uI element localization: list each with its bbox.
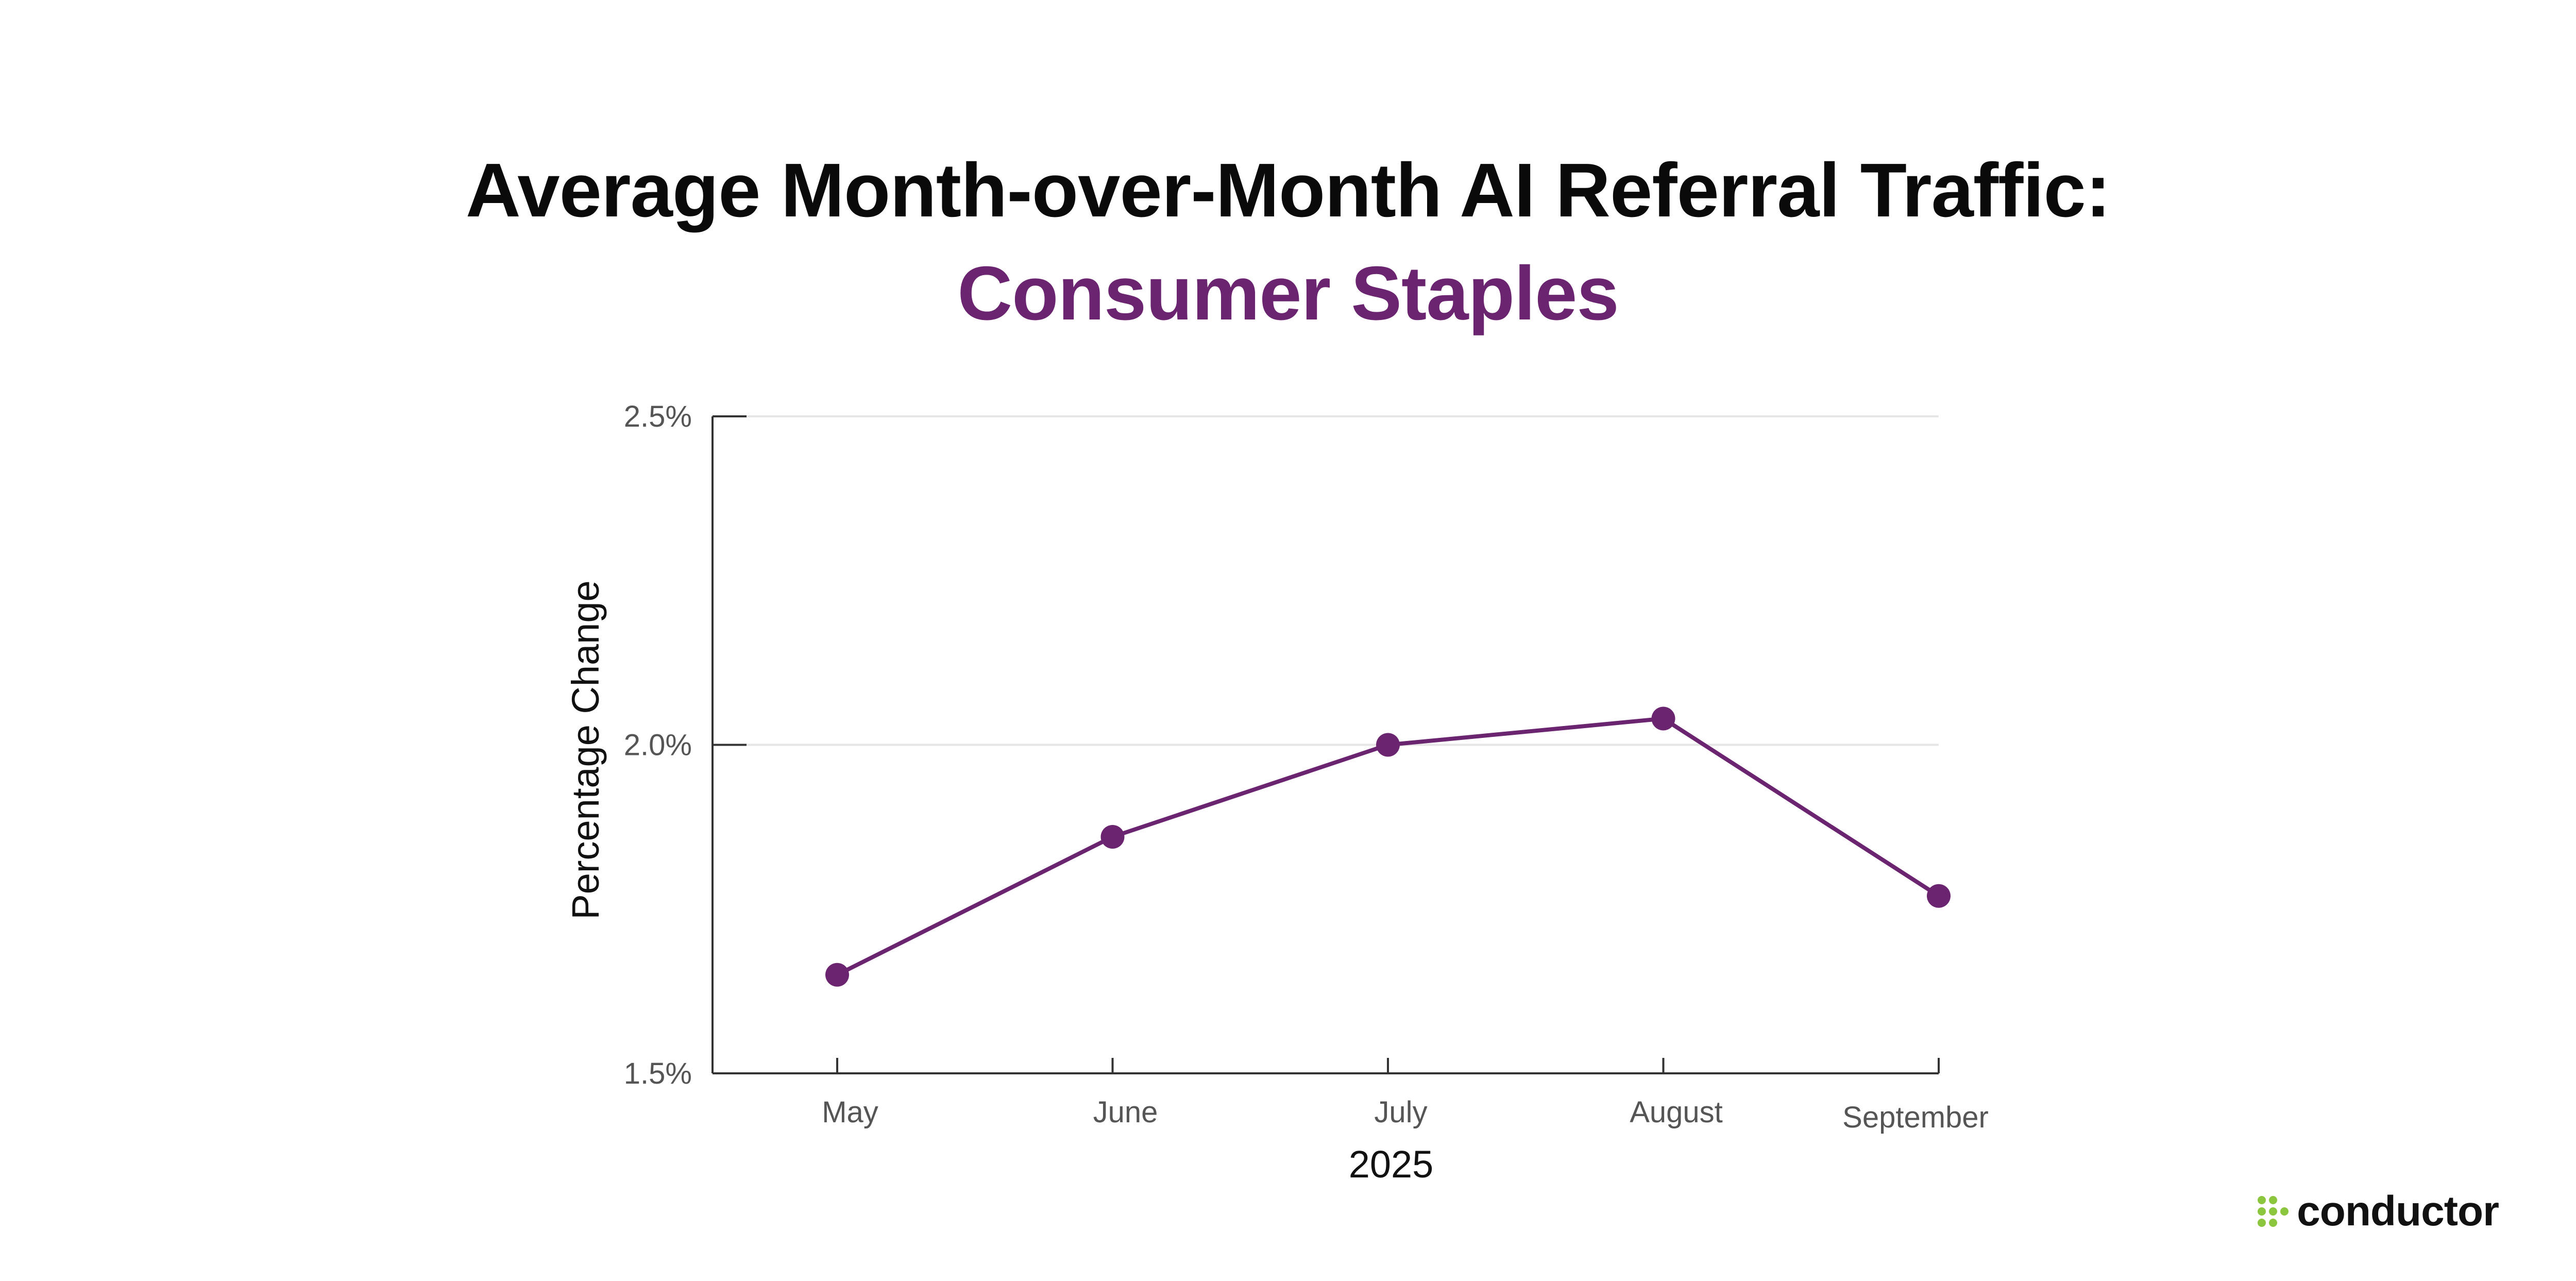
y-tick-label: 2.5% (624, 400, 692, 433)
data-point (1376, 733, 1400, 757)
chart-title: Average Month-over-Month AI Referral Tra… (465, 148, 2111, 233)
chart-subtitle: Consumer Staples (957, 251, 1619, 336)
ticks: 1.5% 2.0% 2.5% May June July August September (624, 400, 1989, 1134)
data-point (825, 963, 849, 987)
x-tick-label: June (1093, 1095, 1158, 1129)
chart-header: Average Month-over-Month AI Referral Tra… (0, 139, 2576, 345)
data-point (1100, 825, 1125, 849)
x-tick-label: September (1842, 1101, 1989, 1134)
x-tick-label: August (1630, 1095, 1723, 1129)
y-axis-title: Percentage Change (564, 580, 607, 919)
y-tick-label: 1.5% (624, 1057, 692, 1090)
series-line (836, 716, 1940, 977)
y-tick-label: 2.0% (624, 729, 692, 762)
dot-grid-icon (2258, 1196, 2289, 1227)
x-tick-label: July (1374, 1095, 1427, 1129)
x-tick-label: May (822, 1095, 878, 1129)
x-axis-title: 2025 (1349, 1143, 1434, 1186)
data-point (1651, 706, 1675, 731)
data-point (1927, 884, 1951, 908)
series (825, 706, 1951, 987)
conductor-logo: conductor (2257, 1188, 2499, 1235)
logo-text: conductor (2297, 1188, 2499, 1235)
gridlines (713, 415, 1939, 746)
